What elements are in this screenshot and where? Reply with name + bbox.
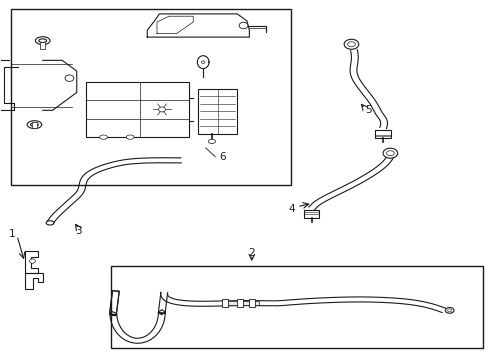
Ellipse shape: [347, 42, 355, 47]
Bar: [111, 266, 482, 348]
Polygon shape: [147, 14, 249, 37]
Ellipse shape: [158, 107, 165, 112]
Text: 3: 3: [75, 226, 81, 236]
Bar: [222, 299, 228, 307]
Ellipse shape: [30, 259, 35, 263]
Polygon shape: [25, 251, 38, 273]
Ellipse shape: [344, 39, 358, 49]
Text: 1: 1: [9, 229, 15, 239]
FancyBboxPatch shape: [374, 130, 390, 138]
Bar: [40, 42, 45, 49]
Ellipse shape: [100, 135, 107, 139]
Ellipse shape: [445, 307, 453, 313]
Ellipse shape: [239, 22, 247, 29]
Ellipse shape: [386, 151, 393, 156]
Text: 4: 4: [288, 203, 295, 213]
Ellipse shape: [27, 121, 41, 129]
Ellipse shape: [447, 309, 451, 312]
Bar: [236, 299, 243, 307]
Ellipse shape: [35, 37, 50, 45]
Bar: [11, 9, 290, 185]
Bar: [222, 301, 259, 305]
Ellipse shape: [382, 148, 397, 158]
Ellipse shape: [126, 135, 134, 139]
Text: 6: 6: [219, 152, 225, 162]
FancyBboxPatch shape: [303, 210, 319, 217]
Polygon shape: [25, 273, 43, 289]
Text: 5: 5: [365, 105, 371, 115]
Text: 2: 2: [248, 248, 255, 258]
Ellipse shape: [46, 221, 54, 225]
Bar: [32, 122, 37, 128]
Ellipse shape: [65, 75, 74, 81]
Bar: [198, 89, 237, 134]
FancyBboxPatch shape: [86, 82, 188, 137]
Ellipse shape: [208, 139, 215, 144]
Bar: [248, 299, 255, 307]
Ellipse shape: [39, 39, 46, 42]
Ellipse shape: [30, 123, 38, 126]
Ellipse shape: [201, 61, 204, 63]
